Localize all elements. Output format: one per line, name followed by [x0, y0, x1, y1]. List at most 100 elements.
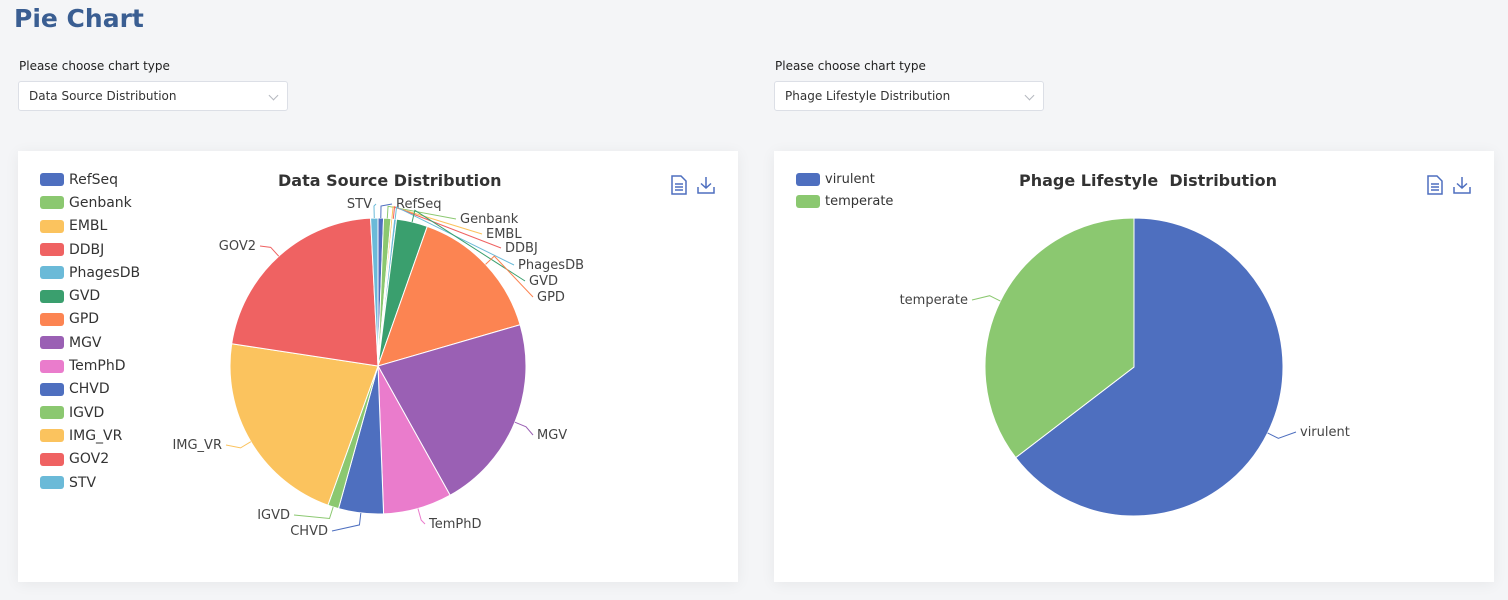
legend-swatch: [40, 382, 64, 396]
slice-label-gvd: GVD: [529, 274, 558, 289]
legend-item-chvd[interactable]: CHVD: [40, 378, 140, 401]
legend-item-img-vr[interactable]: IMG_VR: [40, 424, 140, 447]
leader-line-chvd: [331, 512, 362, 532]
lifestyle-chart-card: virulent temperate virulent temperate Phag…: [774, 151, 1494, 582]
legend-label: DDBJ: [69, 241, 105, 258]
legend-item-ddbj[interactable]: DDBJ: [40, 238, 140, 261]
legend-item-virulent[interactable]: virulent: [796, 168, 893, 190]
chart-type-select-right-value: Phage Lifestyle Distribution: [785, 89, 951, 103]
slice-label-ddbj: DDBJ: [505, 241, 538, 256]
legend-label: STV: [69, 474, 97, 491]
chevron-down-icon: [1024, 90, 1035, 101]
lifestyle-legend: virulent temperate: [796, 168, 893, 212]
legend-swatch: [40, 476, 64, 489]
slice-label-gpd: GPD: [537, 290, 565, 305]
pie-slice-virulent[interactable]: [1014, 217, 1284, 517]
legend-label: Genbank: [69, 194, 132, 211]
legend-swatch: [40, 406, 64, 420]
legend-label: IMG_VR: [69, 427, 123, 444]
lifestyle-toolbox: [1426, 175, 1472, 195]
leader-line-gov2: [259, 245, 280, 257]
page-title: Pie Chart: [14, 4, 144, 33]
pie-slice-img-vr[interactable]: [229, 343, 379, 506]
chart-type-select-left[interactable]: Data Source Distribution: [18, 81, 288, 111]
legend-label: TemPhD: [69, 358, 126, 375]
data-source-legend: RefSeq Genbank EMBL DDBJ PhagesDB GVD GPD MGV Te…: [40, 168, 140, 494]
document-icon[interactable]: [670, 175, 688, 195]
leader-line-temperate: [971, 295, 1001, 302]
slice-label-refseq: RefSeq: [396, 197, 442, 212]
slice-label-genbank: Genbank: [460, 212, 519, 227]
leader-line-ddbj: [392, 206, 502, 249]
slice-label-mgv: MGV: [537, 428, 567, 443]
data-source-toolbox: [670, 175, 716, 195]
legend-item-gov2[interactable]: GOV2: [40, 448, 140, 471]
slice-label-img-vr: IMG_VR: [172, 438, 222, 453]
legend-label: GPD: [69, 311, 100, 328]
pie-slice-temperate[interactable]: [984, 217, 1135, 459]
leader-line-stv: [373, 203, 377, 219]
legend-item-embl[interactable]: EMBL: [40, 215, 140, 238]
legend-item-genbank[interactable]: Genbank: [40, 191, 140, 214]
pie-slice-gpd[interactable]: [377, 225, 521, 367]
legend-label: IGVD: [69, 404, 105, 421]
chart-type-select-left-value: Data Source Distribution: [29, 89, 177, 103]
leader-line-embl: [391, 206, 483, 235]
slice-label-temperate: temperate: [900, 293, 968, 308]
leader-line-virulent: [1267, 431, 1297, 439]
legend-label: GOV2: [69, 451, 110, 468]
leader-line-phagesdb: [394, 206, 515, 266]
legend-item-gvd[interactable]: GVD: [40, 284, 140, 307]
leader-line-mgv: [514, 421, 534, 436]
legend-swatch: [40, 336, 64, 350]
legend-item-igvd[interactable]: IGVD: [40, 401, 140, 424]
chevron-down-icon: [268, 90, 279, 101]
slice-label-igvd: IGVD: [257, 508, 290, 523]
leader-line-img-vr: [225, 441, 252, 449]
legend-label: RefSeq: [69, 171, 119, 188]
legend-swatch: [40, 196, 64, 210]
legend-item-temperate[interactable]: temperate: [796, 190, 893, 212]
legend-item-temphd[interactable]: TemPhD: [40, 354, 140, 377]
legend-item-phagesdb[interactable]: PhagesDB: [40, 261, 140, 284]
data-source-chart-card: RefSeq Genbank EMBL DDBJ PhagesDB GVD GPD MGV Te…: [18, 151, 738, 582]
slice-label-gov2: GOV2: [219, 239, 256, 254]
document-icon[interactable]: [1426, 175, 1444, 195]
pie-slice-gov2[interactable]: [231, 217, 379, 367]
leader-line-igvd: [293, 506, 334, 520]
legend-swatch: [40, 429, 64, 443]
legend-label: temperate: [825, 193, 894, 209]
data-source-chart-title: Data Source Distribution: [278, 171, 502, 190]
pie-slice-mgv[interactable]: [377, 324, 527, 496]
download-icon[interactable]: [1452, 175, 1472, 195]
slice-label-embl: EMBL: [486, 227, 522, 242]
chart-type-label-left: Please choose chart type: [19, 59, 170, 73]
slice-label-phagesdb: PhagesDB: [518, 258, 584, 273]
leader-line-refseq: [380, 203, 393, 219]
slice-label-stv: STV: [347, 197, 372, 212]
leader-line-gvd: [411, 209, 526, 282]
leader-line-temphd: [417, 508, 426, 525]
slice-label-chvd: CHVD: [290, 524, 328, 539]
chart-type-label-right: Please choose chart type: [775, 59, 926, 73]
legend-item-stv[interactable]: STV: [40, 471, 140, 494]
lifestyle-chart-title: Phage Lifestyle Distribution: [1019, 171, 1278, 190]
legend-item-gpd[interactable]: GPD: [40, 308, 140, 331]
legend-swatch: [796, 194, 820, 208]
leader-line-genbank: [386, 205, 457, 220]
lifestyle-pie-svg: virulent temperate: [900, 217, 1350, 517]
legend-label: virulent: [825, 171, 875, 187]
chart-type-select-right[interactable]: Phage Lifestyle Distribution: [774, 81, 1044, 111]
legend-swatch: [40, 359, 64, 373]
slice-label-temphd: TemPhD: [428, 517, 481, 532]
legend-label: GVD: [69, 288, 101, 305]
legend-swatch: [40, 312, 64, 326]
legend-swatch: [796, 172, 820, 186]
download-icon[interactable]: [696, 175, 716, 195]
legend-label: MGV: [69, 334, 102, 351]
legend-swatch: [40, 289, 64, 303]
legend-item-mgv[interactable]: MGV: [40, 331, 140, 354]
legend-swatch: [40, 452, 64, 466]
legend-item-refseq[interactable]: RefSeq: [40, 168, 140, 191]
